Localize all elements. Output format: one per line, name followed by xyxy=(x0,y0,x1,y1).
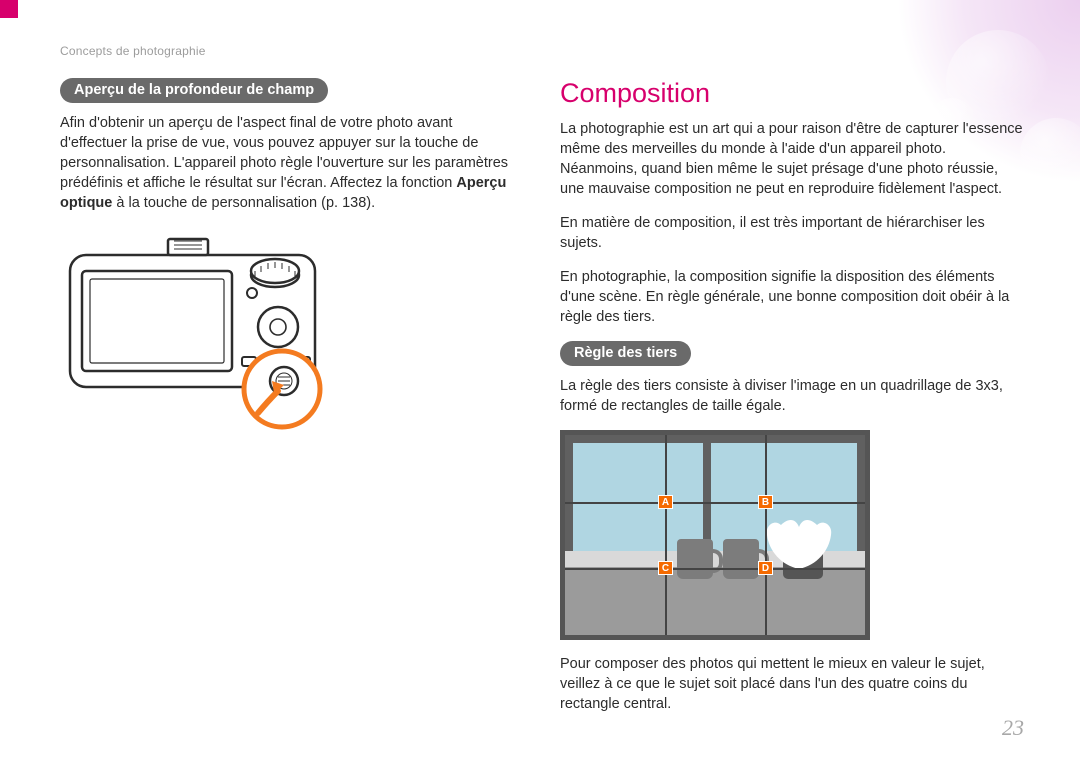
corner-tab xyxy=(0,0,18,18)
composition-para-1: La photographie est un art qui a pour ra… xyxy=(560,119,1025,199)
page-number: 23 xyxy=(1002,715,1024,741)
grid-line-vertical xyxy=(765,435,767,635)
thirds-marker-b: B xyxy=(758,495,773,509)
composition-para-2: En matière de composition, il est très i… xyxy=(560,213,1025,253)
grid-line-horizontal xyxy=(565,568,865,570)
right-column: Composition La photographie est un art q… xyxy=(560,78,1025,728)
window-frame xyxy=(565,435,865,443)
camera-illustration xyxy=(60,227,360,427)
section-title-composition: Composition xyxy=(560,78,1025,109)
thirds-marker-c: C xyxy=(658,561,673,575)
rule-of-thirds-illustration: A B C D xyxy=(560,430,870,640)
thirds-para-1: La règle des tiers consiste à diviser l'… xyxy=(560,376,1025,416)
breadcrumb: Concepts de photographie xyxy=(60,44,206,58)
window-frame xyxy=(565,435,573,551)
section-pill-dof-preview: Aperçu de la profondeur de champ xyxy=(60,78,328,103)
dof-preview-paragraph: Afin d'obtenir un aperçu de l'aspect fin… xyxy=(60,113,510,213)
section-pill-rule-of-thirds: Règle des tiers xyxy=(560,341,691,366)
grid-line-horizontal xyxy=(565,502,865,504)
decorative-bubble xyxy=(1020,118,1080,190)
thirds-marker-a: A xyxy=(658,495,673,509)
text-run: Afin d'obtenir un aperçu de l'aspect fin… xyxy=(60,115,508,191)
composition-para-3: En photographie, la composition signifie… xyxy=(560,267,1025,327)
text-run: à la touche de personnalisation (p. 138)… xyxy=(112,195,375,211)
thirds-para-2: Pour composer des photos qui mettent le … xyxy=(560,654,1025,714)
grid-line-vertical xyxy=(665,435,667,635)
thirds-marker-d: D xyxy=(758,561,773,575)
illustration-mug xyxy=(677,539,713,579)
left-column: Aperçu de la profondeur de champ Afin d'… xyxy=(60,78,510,427)
window-frame xyxy=(703,435,711,551)
window-frame xyxy=(857,435,865,551)
illustration-mug xyxy=(723,539,759,579)
